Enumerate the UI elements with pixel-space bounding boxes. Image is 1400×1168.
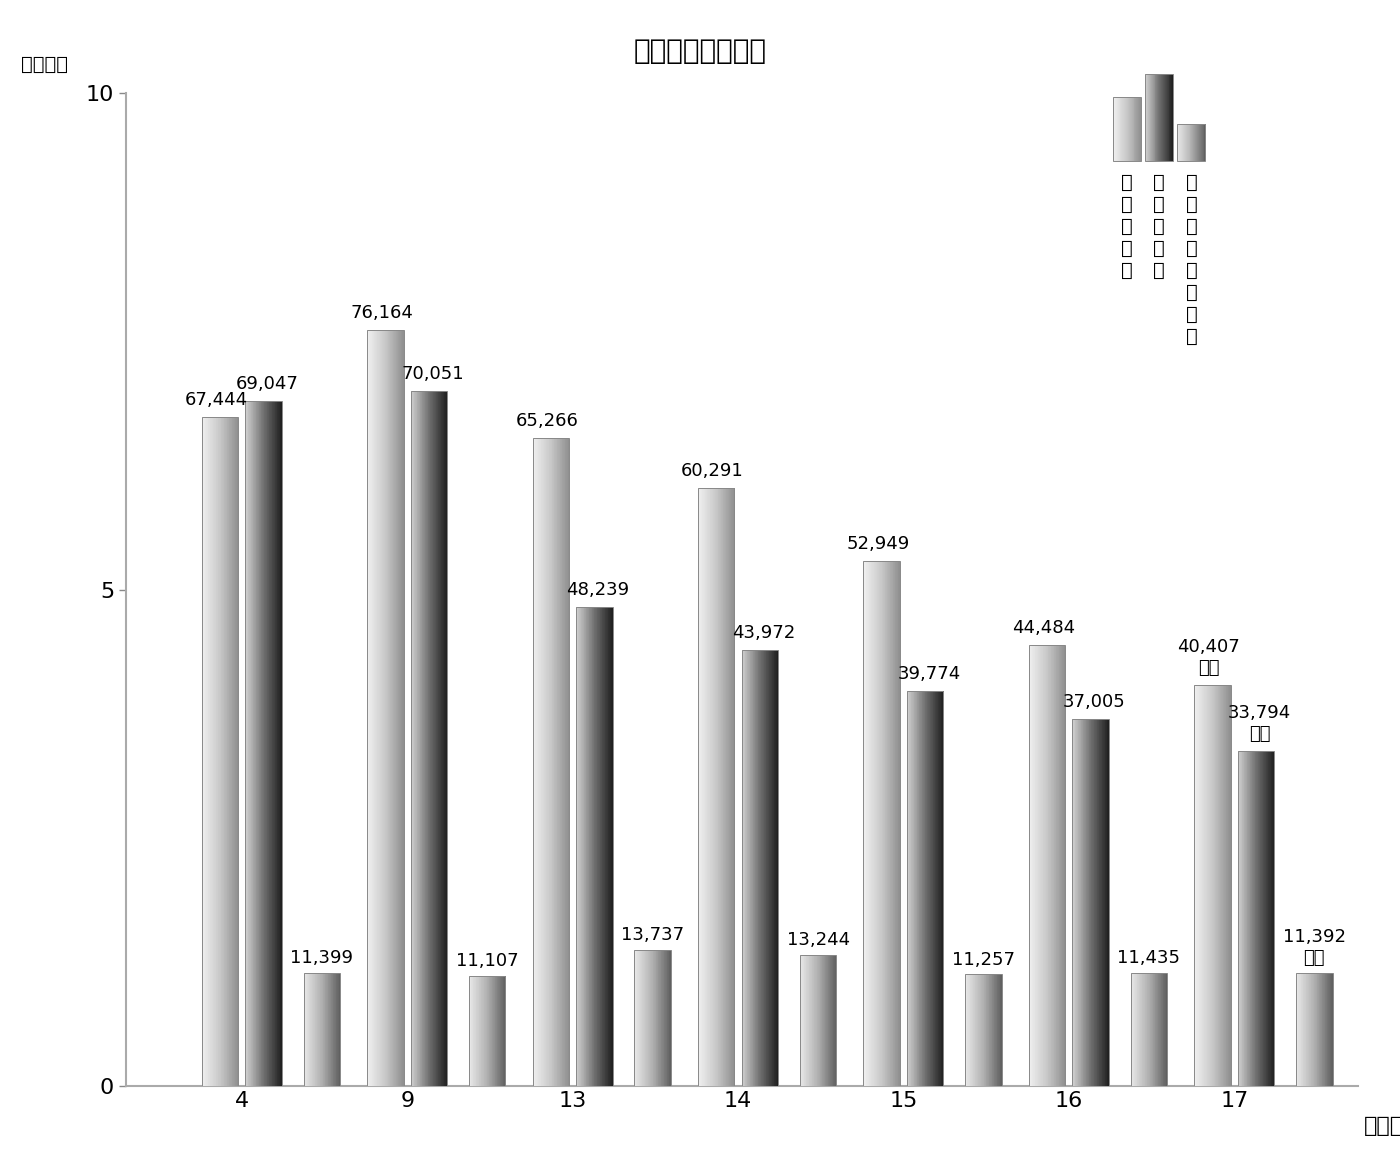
Text: 13,737: 13,737: [622, 926, 685, 944]
Bar: [410, 391, 447, 1086]
Bar: [577, 607, 613, 1086]
Bar: [1029, 645, 1065, 1086]
Text: 37,005: 37,005: [1063, 693, 1126, 711]
Bar: [532, 438, 568, 1086]
Bar: [864, 561, 900, 1086]
Bar: [966, 974, 1001, 1086]
Text: 48,239: 48,239: [567, 582, 630, 599]
Text: （兆円）: （兆円）: [21, 55, 69, 74]
Bar: [245, 401, 281, 1086]
Text: 33,794
億円: 33,794 億円: [1228, 704, 1291, 743]
Text: 国
直
轄
事
業
負
担
金: 国 直 轄 事 業 負 担 金: [1186, 173, 1197, 346]
Text: 11,399: 11,399: [290, 950, 353, 967]
Text: （年度）: （年度）: [1364, 1117, 1400, 1136]
Bar: [1296, 973, 1333, 1086]
Text: 76,164: 76,164: [350, 304, 413, 322]
Text: 43,972: 43,972: [732, 624, 795, 641]
Text: 60,291: 60,291: [682, 461, 743, 480]
Bar: [367, 331, 403, 1086]
Bar: [1131, 973, 1168, 1086]
Text: 67,444: 67,444: [185, 391, 248, 409]
Bar: [1072, 718, 1109, 1086]
Text: 11,107: 11,107: [456, 952, 518, 969]
Text: 52,949: 52,949: [847, 535, 910, 552]
Text: 69,047: 69,047: [235, 375, 298, 392]
Bar: [799, 954, 836, 1086]
Bar: [907, 691, 944, 1086]
Text: 13,244: 13,244: [787, 931, 850, 948]
Text: 40,407
億円: 40,407 億円: [1177, 639, 1240, 677]
Text: 補
助
事
業
費: 補 助 事 業 費: [1121, 173, 1133, 280]
Bar: [304, 973, 340, 1086]
Text: 39,774: 39,774: [897, 666, 960, 683]
Bar: [1238, 751, 1274, 1086]
Text: 11,392
億円: 11,392 億円: [1282, 929, 1345, 967]
Text: 単
独
事
業
費: 単 独 事 業 費: [1154, 173, 1165, 280]
Text: 65,266: 65,266: [515, 412, 578, 430]
Bar: [699, 488, 735, 1086]
Text: その２　都道府県: その２ 都道府県: [633, 37, 767, 65]
Text: 11,435: 11,435: [1117, 948, 1180, 967]
Text: 44,484: 44,484: [1012, 619, 1075, 637]
Bar: [634, 950, 671, 1086]
Bar: [742, 649, 778, 1086]
Bar: [469, 976, 505, 1086]
Bar: [1194, 686, 1231, 1086]
Text: 11,257: 11,257: [952, 951, 1015, 968]
Text: 70,051: 70,051: [402, 364, 463, 383]
Bar: [202, 417, 238, 1086]
